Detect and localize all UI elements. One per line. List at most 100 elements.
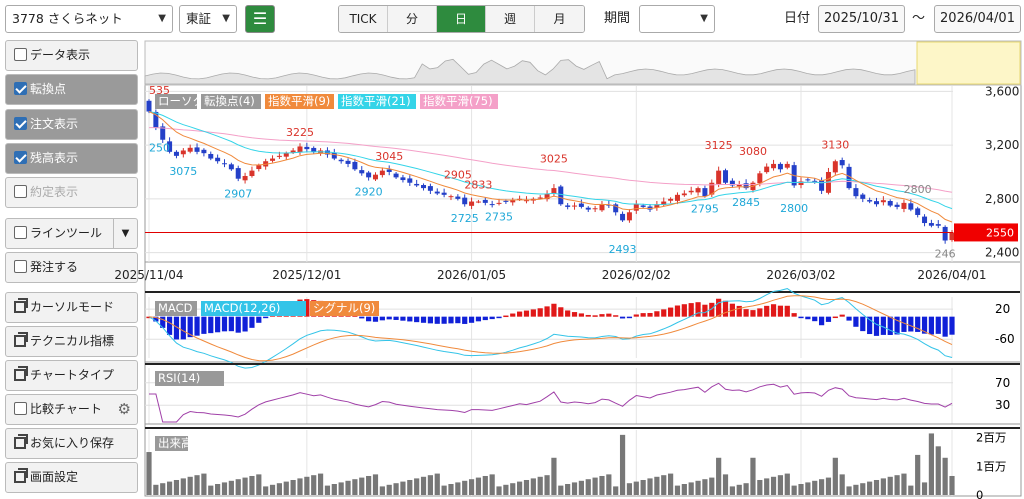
volume-bar (304, 476, 310, 495)
macd-bar (359, 316, 365, 319)
sidebar-item-4[interactable]: 約定表示 (5, 177, 138, 208)
candle-body (839, 160, 845, 166)
volume-bar (208, 485, 214, 495)
legend-item-chip (265, 94, 334, 109)
volume-bar (386, 484, 392, 495)
sidebar-item-1[interactable]: 転換点 (5, 74, 138, 105)
chevron-down-icon: ▼ (158, 13, 166, 24)
tab-interval-0[interactable]: TICK (339, 6, 388, 32)
sidebar-item-label: チャートタイプ (30, 368, 114, 382)
candle-body (228, 164, 234, 170)
volume-bar (846, 486, 852, 495)
tab-interval-1[interactable]: 分 (388, 6, 437, 32)
candle-body (578, 203, 584, 207)
gear-icon[interactable]: ⚙ (117, 400, 131, 418)
legend-item: ローソク (158, 94, 204, 108)
chevron-down-icon: ▼ (700, 13, 708, 24)
sidebar-item-8[interactable]: テクニカル指標 (5, 326, 138, 357)
exchange-select[interactable]: 東証 ▼ (179, 5, 237, 33)
date-from-input[interactable]: 2025/10/31 (818, 5, 905, 33)
sidebar-item-6[interactable]: 発注する (5, 252, 138, 283)
candle-body (867, 200, 873, 202)
chevron-down-icon[interactable]: ▼ (113, 219, 137, 248)
sidebar-item-10[interactable]: 比較チャート ⚙ (5, 394, 138, 425)
candle-body (599, 204, 605, 211)
macd-bar (407, 316, 413, 322)
candle-body (359, 170, 365, 174)
checkbox[interactable] (14, 260, 27, 273)
macd-bar (928, 316, 935, 335)
volume-bar (709, 477, 715, 495)
checkbox[interactable] (14, 185, 27, 198)
period-select[interactable]: ▼ (639, 5, 715, 33)
candle-body (283, 153, 289, 157)
tab-interval-3[interactable]: 週 (486, 6, 535, 32)
date-separator: 〜 (912, 11, 926, 26)
candle-body (366, 172, 372, 178)
turning-point-label: 2907 (224, 187, 252, 200)
checkbox[interactable] (14, 82, 27, 95)
candle-body (729, 180, 735, 186)
ema9-line (148, 111, 953, 223)
candle-body (434, 191, 440, 194)
checkbox[interactable] (14, 151, 27, 164)
legend-item: 転換点(4) (204, 94, 255, 108)
volume-bar (915, 454, 921, 495)
sidebar-item-11[interactable]: お気に入り保存 (5, 428, 138, 459)
volume-bar (585, 479, 591, 495)
volume-bar (434, 473, 440, 495)
volume-bar (565, 484, 571, 495)
macd-bar (475, 316, 482, 322)
macd-bar (880, 316, 886, 335)
checkbox[interactable] (14, 402, 27, 415)
sidebar-item-5[interactable]: ラインツール ▼ (5, 218, 138, 249)
symbol-select[interactable]: 3778 さくらネット ▼ (5, 5, 173, 33)
candle-body (153, 111, 159, 128)
turning-point-label: 250 (149, 141, 170, 154)
sidebar-item-0[interactable]: データ表示 (5, 40, 138, 71)
candle-body (880, 200, 886, 203)
volume-bar (276, 483, 283, 495)
tab-interval-2[interactable]: 日 (437, 6, 486, 32)
candle-body (441, 192, 447, 195)
macd-bar (366, 316, 372, 322)
sidebar-item-2[interactable]: 注文表示 (5, 109, 138, 140)
sidebar-item-3[interactable]: 残高表示 (5, 143, 138, 174)
macd-bar (901, 316, 907, 332)
macd-bar (551, 303, 557, 317)
sidebar-item-7[interactable]: カーソルモード (5, 292, 138, 323)
macd-bar (523, 310, 530, 317)
list-button[interactable]: ☰ (245, 5, 275, 33)
macd-bar (839, 314, 845, 317)
volume-bar (503, 484, 509, 495)
sidebar-item-9[interactable]: チャートタイプ (5, 360, 138, 391)
tab-interval-4[interactable]: 月 (535, 6, 584, 32)
candle-body (942, 226, 948, 241)
legend-item: 指数平滑(21) (341, 94, 411, 108)
volume-bar (736, 484, 742, 495)
volume-bar (496, 486, 502, 495)
checkbox[interactable] (14, 48, 27, 61)
chevron-down-icon: ▼ (222, 13, 230, 24)
date-tick: 2025/12/01 (272, 268, 341, 282)
macd-bar (448, 316, 454, 324)
checkbox[interactable] (14, 117, 27, 130)
candle-body (311, 147, 317, 152)
turning-point-label: 3075 (169, 165, 197, 178)
macd-legend-item: MACD (158, 301, 193, 315)
volume-bar (668, 473, 674, 495)
legend-item: 指数平滑(9) (268, 94, 330, 108)
window-icon (14, 468, 28, 483)
volume-bar (784, 473, 790, 495)
volume-bar (242, 477, 248, 495)
chart-frame (144, 40, 1022, 497)
volume-bar (420, 476, 427, 495)
date-to-input[interactable]: 2026/04/01 (934, 5, 1021, 33)
volume-bar (146, 452, 152, 495)
checkbox[interactable] (14, 226, 27, 239)
macd-bar (592, 315, 598, 317)
candle-body (874, 201, 880, 205)
macd-bar (935, 316, 941, 334)
sidebar-item-12[interactable]: 画面設定 (5, 462, 138, 493)
